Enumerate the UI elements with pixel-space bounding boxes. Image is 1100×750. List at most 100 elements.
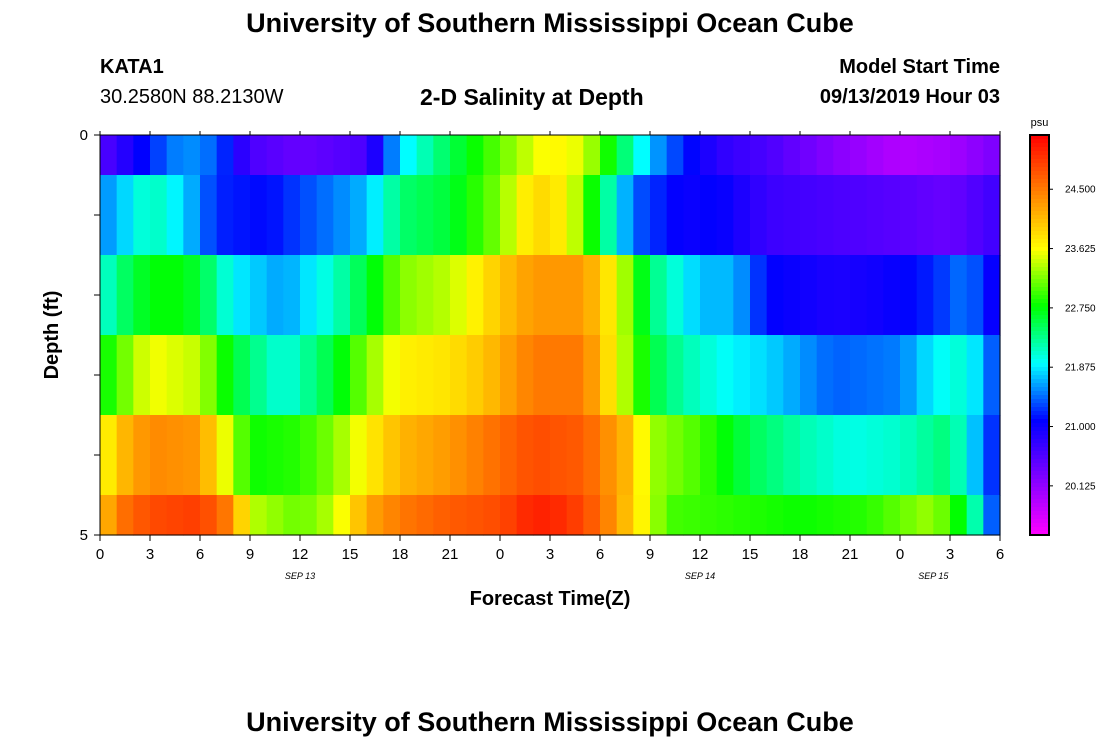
y-tick-label: 5 [80, 527, 88, 544]
heatmap-cell [500, 255, 518, 336]
heatmap-cell [833, 175, 851, 256]
heatmap-cell [816, 335, 834, 416]
heatmap-cell [166, 255, 184, 336]
heatmap-cell [233, 495, 251, 536]
heatmap-cell [833, 255, 851, 336]
heatmap-cell [350, 175, 368, 256]
colorbar-segment [1030, 135, 1049, 140]
colorbar-segment [1030, 271, 1049, 276]
heatmap-cell [766, 175, 784, 256]
colorbar-segment [1030, 155, 1049, 160]
heatmap-cell [400, 415, 418, 496]
heatmap-cell [616, 415, 634, 496]
heatmap-cell [133, 175, 151, 256]
heatmap-cell [200, 495, 218, 536]
heatmap-cell [116, 415, 134, 496]
heatmap-cell [766, 495, 784, 536]
heatmap-cell [750, 415, 768, 496]
model-start-value: 09/13/2019 Hour 03 [819, 86, 1000, 108]
colorbar-segment [1030, 355, 1049, 360]
heatmap-cell [700, 175, 718, 256]
heatmap-cell [916, 415, 934, 496]
heatmap-cell [566, 255, 584, 336]
heatmap-cell [850, 175, 868, 256]
heatmap-cell [183, 135, 201, 176]
heatmap-cell [400, 335, 418, 416]
heatmap-cell [850, 335, 868, 416]
heatmap-cell [250, 415, 268, 496]
heatmap-cell [100, 255, 118, 336]
colorbar-segment [1030, 191, 1049, 196]
colorbar-tick-label: 21.875 [1065, 363, 1096, 374]
heatmap-cell [350, 135, 368, 176]
heatmap-cell [183, 175, 201, 256]
colorbar-segment [1030, 407, 1049, 412]
heatmap-cell [733, 135, 751, 176]
x-tick-label: 0 [96, 546, 104, 563]
colorbar-segment [1030, 495, 1049, 500]
colorbar-segment [1030, 147, 1049, 152]
heatmap-cell [533, 335, 551, 416]
colorbar-tick-label: 21.000 [1065, 422, 1096, 433]
heatmap-cell [933, 175, 951, 256]
heatmap-cell [333, 335, 351, 416]
heatmap-cell [333, 175, 351, 256]
heatmap-cell [266, 495, 284, 536]
heatmap-cell [116, 255, 134, 336]
heatmap-cell [783, 415, 801, 496]
heatmap-cell [616, 495, 634, 536]
heatmap-cell [266, 335, 284, 416]
heatmap-cell [600, 415, 618, 496]
heatmap-cell [200, 175, 218, 256]
heatmap-cell [283, 255, 301, 336]
colorbar-segment [1030, 471, 1049, 476]
heatmap-cell [900, 335, 918, 416]
heatmap-cell [583, 495, 601, 536]
heatmap-cell [816, 135, 834, 176]
colorbar-segment [1030, 263, 1049, 268]
colorbar-segment [1030, 479, 1049, 484]
heatmap-cell [800, 335, 818, 416]
colorbar-segment [1030, 323, 1049, 328]
colorbar-segment [1030, 343, 1049, 348]
heatmap-cell [633, 255, 651, 336]
colorbar-segment [1030, 195, 1049, 200]
heatmap-cell [783, 495, 801, 536]
heatmap-cell [516, 175, 534, 256]
heatmap-cell [683, 135, 701, 176]
heatmap-cell [566, 415, 584, 496]
heatmap-cell [816, 415, 834, 496]
heatmap-cell [766, 255, 784, 336]
heatmap-cell [600, 135, 618, 176]
heatmap-cell [233, 255, 251, 336]
heatmap-cell [100, 415, 118, 496]
heatmap-cell [150, 335, 168, 416]
colorbar-segment [1030, 259, 1049, 264]
heatmap-cell [333, 255, 351, 336]
colorbar-segment [1030, 143, 1049, 148]
heatmap-cell [416, 135, 434, 176]
colorbar-segment [1030, 371, 1049, 376]
heatmap-cell [933, 255, 951, 336]
heatmap-cell [333, 135, 351, 176]
heatmap-cell [466, 255, 484, 336]
colorbar-segment [1030, 179, 1049, 184]
colorbar-segment [1030, 487, 1049, 492]
heatmap-cell [183, 495, 201, 536]
heatmap-cell [450, 335, 468, 416]
heatmap-cell [483, 495, 501, 536]
heatmap-cell [383, 175, 401, 256]
heatmap-cell [366, 255, 384, 336]
heatmap-cell [666, 495, 684, 536]
x-tick-label: 0 [496, 546, 504, 563]
heatmap-cell [966, 135, 984, 176]
colorbar-segment [1030, 447, 1049, 452]
colorbar-segment [1030, 211, 1049, 216]
x-tick-label: 15 [742, 546, 759, 563]
heatmap-cell [600, 255, 618, 336]
heatmap-cell [150, 255, 168, 336]
heatmap-cell [433, 135, 451, 176]
heatmap-cell [350, 415, 368, 496]
colorbar-segment [1030, 307, 1049, 312]
heatmap-cell [150, 135, 168, 176]
